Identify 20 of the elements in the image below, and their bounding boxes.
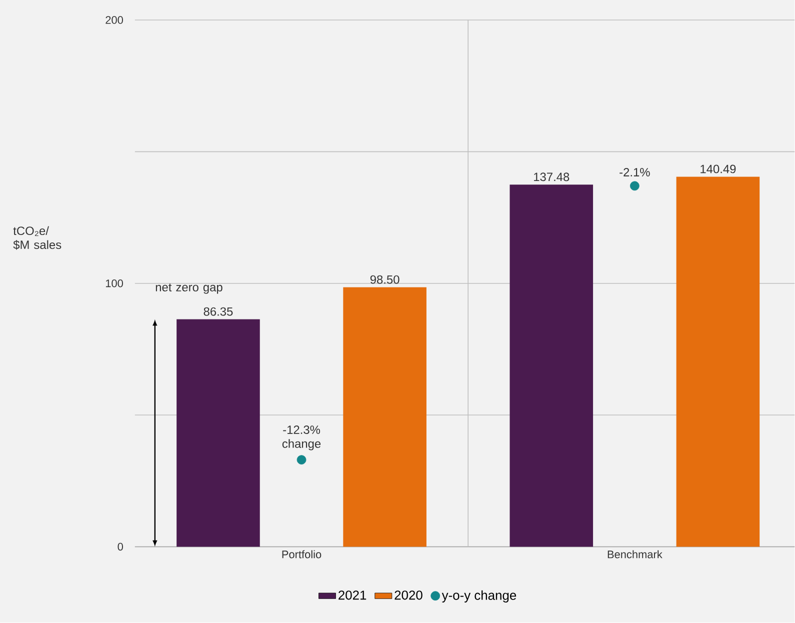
- legend-label: y-o-y change: [442, 590, 516, 603]
- data-label: 140.49: [700, 164, 736, 174]
- annotation: -12.3% change: [282, 426, 321, 450]
- text: tCO₂e/ $M sales: [13, 226, 62, 250]
- y-tick-label: 100: [106, 280, 123, 288]
- annotation: net zero gap: [156, 284, 222, 294]
- data-label: 137.48: [534, 172, 570, 182]
- x-tick-label: Portfolio: [282, 550, 322, 558]
- legend-label: 2021: [338, 590, 366, 600]
- bar: [676, 176, 760, 547]
- bar: [343, 287, 426, 547]
- y-tick-label: 200: [106, 16, 123, 24]
- data-label: 98.50: [370, 275, 400, 284]
- y-tick-label: 0: [118, 543, 123, 551]
- annotation: -2.1%: [620, 168, 650, 177]
- bar: [510, 184, 594, 547]
- bar: [176, 319, 260, 547]
- data-label: 86.35: [204, 307, 233, 316]
- legend-label: 2020: [394, 590, 422, 600]
- x-tick-label: Benchmark: [608, 550, 662, 558]
